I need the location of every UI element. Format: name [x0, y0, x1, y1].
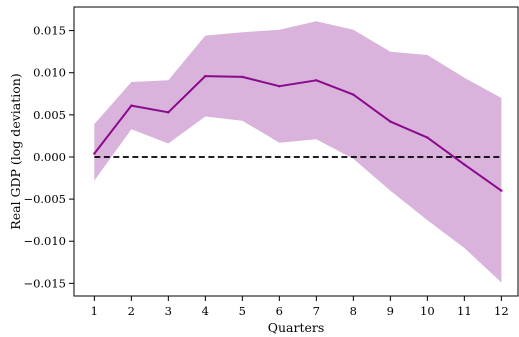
x-tick-label: 4	[202, 304, 209, 318]
y-tick-label: 0.015	[33, 24, 66, 38]
data-point-q5	[241, 75, 244, 79]
x-tick-label: 7	[313, 304, 320, 318]
y-axis-ticks: −0.015 −0.010 −0.005 0.000 0.005 0.010 0.015	[23, 24, 74, 290]
x-tick-label: 6	[276, 304, 283, 318]
x-tick-label: 10	[420, 304, 435, 318]
data-points	[93, 74, 503, 192]
x-tick-label: 12	[494, 304, 509, 318]
data-point-q10	[426, 136, 429, 139]
plot-frame	[73, 6, 519, 297]
data-point-q3	[167, 111, 170, 114]
plot-area	[93, 21, 503, 283]
data-point-q8	[352, 93, 355, 96]
x-tick-label: 2	[128, 304, 135, 318]
y-tick-label: −0.010	[23, 234, 66, 248]
y-axis-label: Real GDP (log deviation)	[8, 73, 23, 229]
y-tick-label: 0.000	[33, 150, 66, 164]
x-tick-label: 11	[457, 304, 472, 318]
x-tick-label: 5	[239, 304, 246, 318]
irf-line	[93, 75, 502, 192]
x-axis-label: Quarters	[268, 320, 325, 335]
x-tick-label: 3	[165, 304, 172, 318]
data-point-q12	[500, 189, 503, 192]
data-point-q4	[204, 74, 207, 78]
x-tick-label: 9	[387, 304, 394, 318]
confidence-band	[94, 21, 502, 283]
data-point-q7	[315, 79, 318, 82]
x-tick-label: 1	[91, 304, 98, 318]
y-tick-label: 0.010	[33, 66, 66, 80]
data-point-q6	[278, 85, 281, 88]
data-point-q11	[463, 163, 466, 166]
data-point-q2	[130, 104, 133, 107]
x-axis-ticks: 1 2 3 4 5 6 7 8 9 10 11 12	[91, 296, 509, 318]
y-tick-label: −0.015	[23, 276, 66, 290]
data-point-q1	[93, 152, 96, 155]
y-tick-label: −0.005	[23, 192, 66, 206]
y-tick-label: 0.005	[33, 108, 66, 122]
x-tick-label: 8	[350, 304, 357, 318]
data-point-q9	[389, 120, 392, 123]
